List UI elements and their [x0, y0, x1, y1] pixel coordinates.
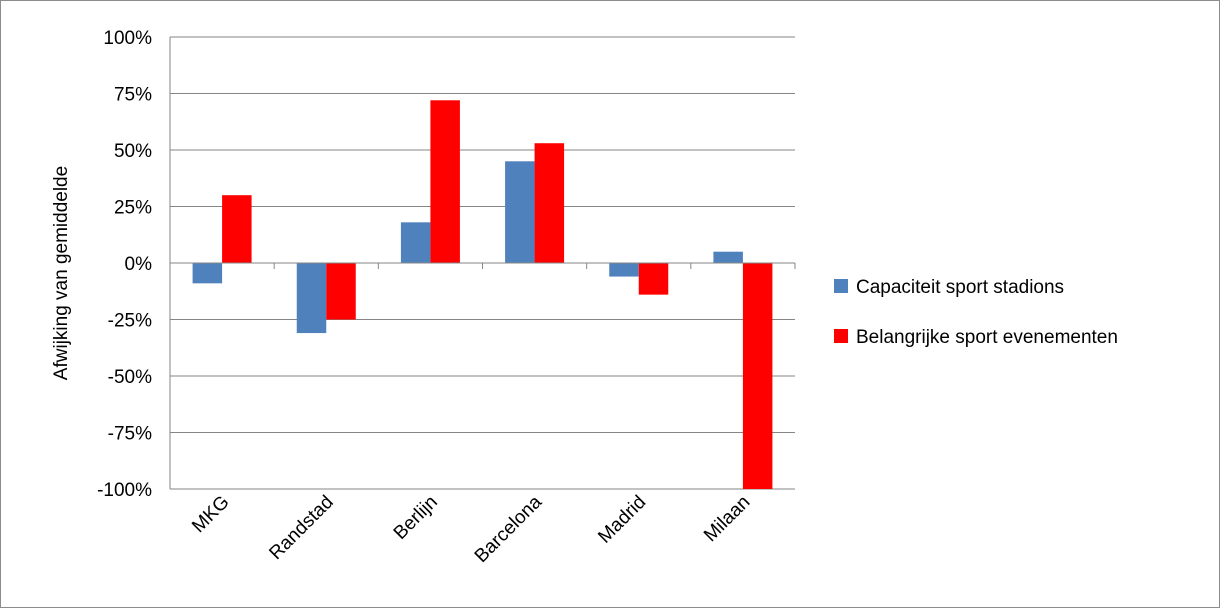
x-tick-label: Randstad — [265, 492, 337, 564]
x-tick-label: Berlijn — [390, 492, 442, 544]
x-tick-labels: MKG Randstad Berlijn Barcelona Madrid Milaan — [188, 491, 754, 567]
y-tick-label: 100% — [103, 28, 152, 49]
y-tick-label: 0% — [125, 254, 153, 275]
legend: Capaciteit sport stadions Belangrijke spo… — [834, 277, 1118, 348]
bar-evenementen-randstad — [326, 263, 356, 320]
x-tick-label: Milaan — [700, 492, 754, 546]
bar-capaciteit-barcelona — [505, 161, 535, 263]
y-tick-label: -50% — [108, 367, 152, 388]
y-tick-labels: 100% 75% 50% 25% 0% -25% -50% -75% -100% — [97, 28, 152, 501]
y-tick-label: -75% — [108, 424, 152, 445]
bar-capaciteit-madrid — [609, 263, 639, 277]
bar-evenementen-barcelona — [534, 143, 565, 263]
y-tick-label: -25% — [108, 311, 152, 332]
bar-evenementen-milaan — [742, 263, 773, 489]
bars — [192, 100, 773, 489]
legend-swatch-evenementen — [834, 329, 848, 343]
bar-capaciteit-randstad — [296, 263, 327, 334]
y-axis-label: Afwijking van gemiddelde — [51, 166, 72, 380]
bar-capaciteit-mkg — [192, 263, 223, 284]
bar-evenementen-berlijn — [430, 100, 460, 263]
bar-capaciteit-berlijn — [400, 222, 431, 263]
y-tick-label: -100% — [97, 480, 152, 501]
x-tick-label: Madrid — [594, 492, 650, 548]
zero-axis — [169, 262, 796, 269]
x-tick-label: Barcelona — [471, 491, 547, 567]
legend-label: Belangrijke sport evenementen — [856, 327, 1118, 348]
y-tick-label: 75% — [114, 85, 152, 106]
bar-evenementen-madrid — [638, 263, 669, 295]
bar-capaciteit-milaan — [713, 251, 743, 263]
legend-swatch-capaciteit — [834, 279, 848, 293]
bar-evenementen-mkg — [222, 195, 252, 263]
x-tick-label: MKG — [188, 492, 233, 537]
y-tick-label: 50% — [114, 141, 152, 162]
y-tick-label: 25% — [114, 198, 152, 219]
legend-label: Capaciteit sport stadions — [856, 277, 1064, 298]
